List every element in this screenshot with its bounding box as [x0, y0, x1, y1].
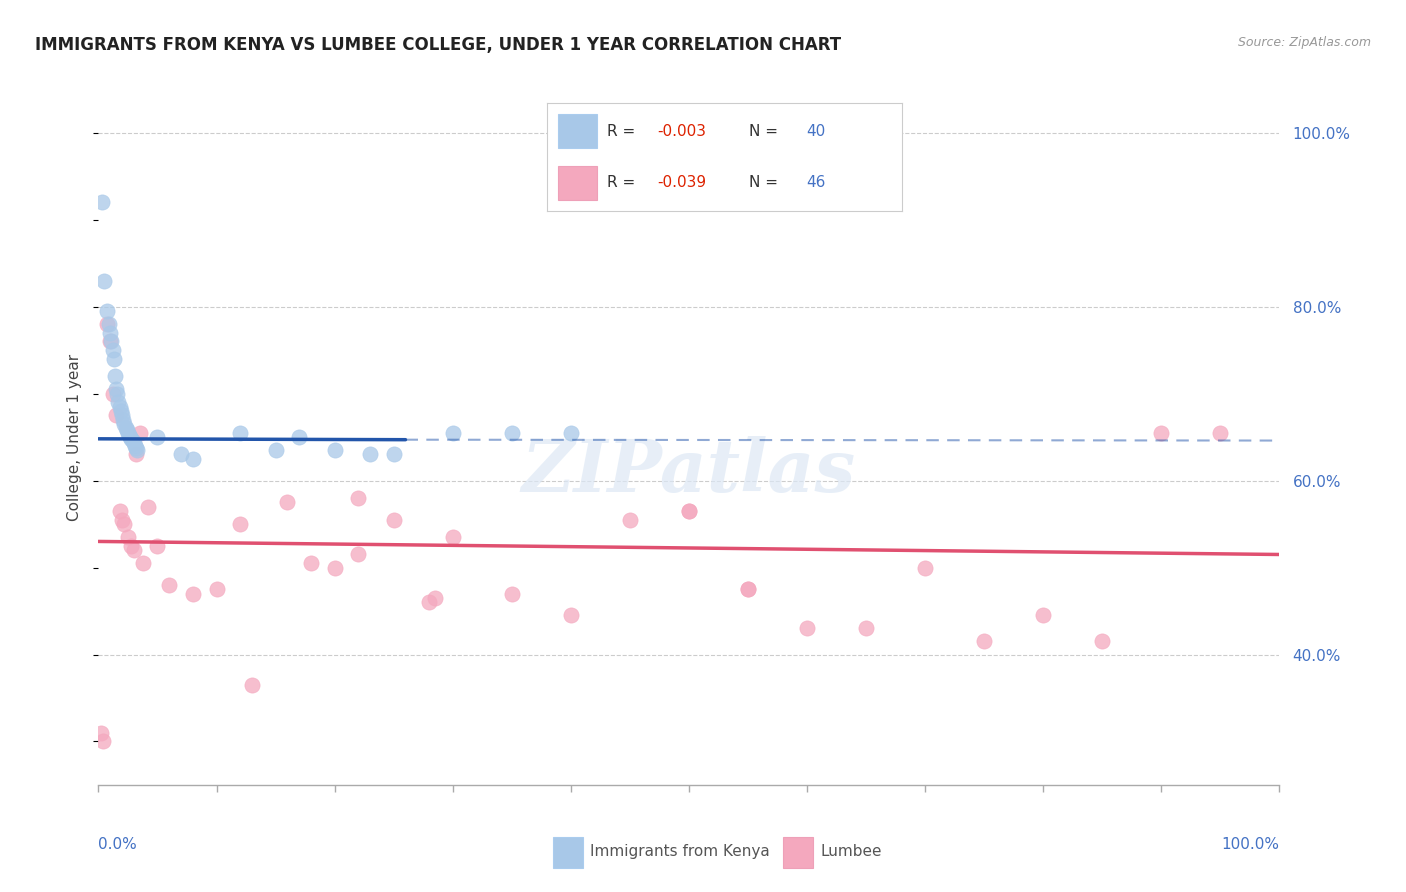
- Point: [120, 430, 142, 444]
- Point: [121, 434, 143, 449]
- Point: [973, 634, 995, 648]
- Point: [678, 504, 700, 518]
- Text: 100.0%: 100.0%: [1222, 837, 1279, 852]
- Point: [108, 504, 131, 518]
- Point: [418, 595, 440, 609]
- Point: [103, 351, 125, 366]
- Point: [560, 608, 582, 623]
- Point: [105, 386, 128, 401]
- Point: [125, 448, 148, 462]
- Point: [112, 417, 135, 431]
- Text: ZIPatlas: ZIPatlas: [522, 436, 856, 508]
- Point: [98, 317, 121, 331]
- Point: [107, 395, 129, 409]
- Point: [347, 491, 370, 505]
- Point: [117, 530, 139, 544]
- Point: [382, 513, 405, 527]
- Point: [359, 448, 381, 462]
- Point: [146, 430, 169, 444]
- Point: [181, 587, 204, 601]
- Point: [101, 343, 124, 357]
- Point: [118, 428, 141, 442]
- Point: [1209, 425, 1232, 440]
- Point: [122, 543, 145, 558]
- Point: [127, 443, 149, 458]
- Point: [105, 409, 128, 423]
- Text: Source: ZipAtlas.com: Source: ZipAtlas.com: [1237, 36, 1371, 49]
- Text: 0.0%: 0.0%: [98, 837, 138, 852]
- Text: Lumbee: Lumbee: [820, 844, 882, 859]
- Point: [125, 441, 148, 455]
- Point: [240, 678, 263, 692]
- Point: [323, 560, 346, 574]
- Point: [98, 334, 121, 349]
- Point: [90, 726, 112, 740]
- Point: [114, 421, 136, 435]
- Point: [112, 517, 135, 532]
- Point: [91, 734, 114, 748]
- Point: [117, 425, 139, 440]
- FancyBboxPatch shape: [553, 837, 582, 869]
- Point: [796, 621, 818, 635]
- Point: [101, 386, 124, 401]
- Point: [110, 404, 132, 418]
- Point: [299, 556, 322, 570]
- Point: [382, 448, 405, 462]
- Point: [112, 412, 135, 427]
- Point: [501, 587, 523, 601]
- Point: [181, 451, 204, 466]
- Point: [423, 591, 446, 605]
- Point: [96, 317, 118, 331]
- Point: [121, 539, 143, 553]
- Point: [264, 443, 287, 458]
- Y-axis label: College, Under 1 year: College, Under 1 year: [67, 353, 83, 521]
- Point: [229, 425, 252, 440]
- Point: [124, 439, 146, 453]
- Point: [560, 425, 582, 440]
- Point: [98, 326, 121, 340]
- Point: [619, 513, 641, 527]
- Point: [276, 495, 298, 509]
- Point: [1032, 608, 1054, 623]
- Point: [122, 436, 145, 450]
- Point: [108, 400, 131, 414]
- Point: [441, 530, 464, 544]
- Point: [678, 504, 700, 518]
- Point: [1091, 634, 1114, 648]
- Point: [115, 423, 138, 437]
- Text: IMMIGRANTS FROM KENYA VS LUMBEE COLLEGE, UNDER 1 YEAR CORRELATION CHART: IMMIGRANTS FROM KENYA VS LUMBEE COLLEGE,…: [35, 36, 841, 54]
- Point: [737, 582, 759, 597]
- Point: [170, 448, 193, 462]
- Point: [121, 432, 143, 446]
- Point: [96, 304, 118, 318]
- Point: [347, 548, 370, 562]
- Point: [157, 578, 180, 592]
- Point: [205, 582, 228, 597]
- Point: [737, 582, 759, 597]
- Point: [501, 425, 523, 440]
- Point: [441, 425, 464, 440]
- FancyBboxPatch shape: [783, 837, 813, 869]
- Point: [323, 443, 346, 458]
- Point: [146, 539, 169, 553]
- Point: [111, 513, 134, 527]
- Point: [1150, 425, 1173, 440]
- Point: [104, 369, 127, 384]
- Point: [100, 334, 122, 349]
- Point: [132, 556, 155, 570]
- Point: [855, 621, 877, 635]
- Point: [111, 409, 134, 423]
- Point: [914, 560, 936, 574]
- Point: [93, 273, 115, 287]
- Point: [128, 425, 150, 440]
- Point: [136, 500, 159, 514]
- Point: [229, 517, 252, 532]
- Point: [288, 430, 311, 444]
- Point: [105, 382, 128, 396]
- Point: [91, 195, 114, 210]
- Text: Immigrants from Kenya: Immigrants from Kenya: [589, 844, 769, 859]
